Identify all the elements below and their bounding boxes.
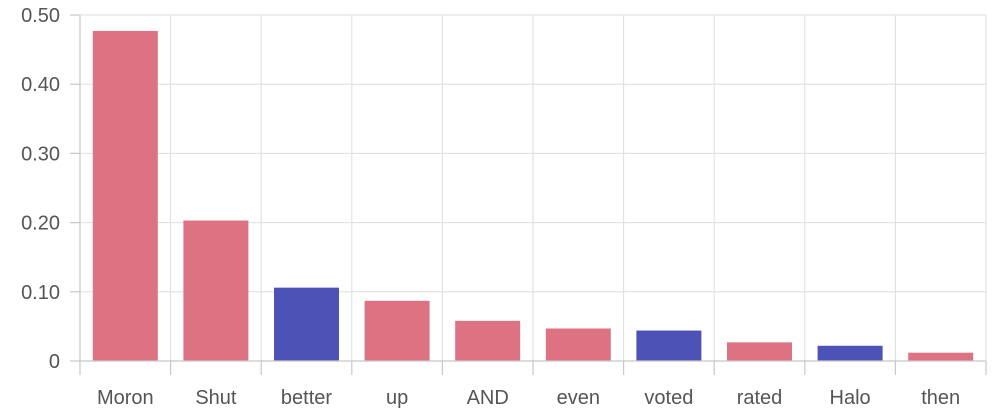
x-tick-label: Halo [830,387,871,409]
x-tick-label: rated [737,387,783,409]
y-tick-label: 0.40 [21,74,60,96]
x-tick-label: better [281,387,332,409]
bar-halo [817,345,883,361]
y-tick-label: 0.50 [21,5,60,27]
bar-voted [636,330,702,361]
bar-and [455,320,521,361]
bars [92,30,974,361]
bar-even [545,328,611,361]
x-tick-label: then [921,387,960,409]
bar-moron [92,30,158,361]
x-tick-label: up [386,387,408,409]
y-tick-label: 0.20 [21,213,60,235]
y-tick-label: 0.30 [21,143,60,165]
bar-better [274,287,339,361]
x-tick-label: Shut [195,387,237,409]
x-tick-labels: Moron Shut better up AND even voted rated Halo th… [97,387,960,409]
bar-shut [183,220,249,361]
x-tick-label: Moron [97,387,154,409]
x-tick-label: even [557,387,600,409]
bar-rated [727,342,792,361]
bar-then [908,352,974,361]
y-tick-label: 0 [49,351,60,373]
y-tick-label: 0.10 [21,282,60,304]
x-tick-label: voted [644,387,693,409]
bar-up [364,300,430,361]
y-tick-labels: 0 0.10 0.20 0.30 0.40 0.50 [21,5,60,373]
x-tick-label: AND [467,387,509,409]
axes [70,14,987,375]
